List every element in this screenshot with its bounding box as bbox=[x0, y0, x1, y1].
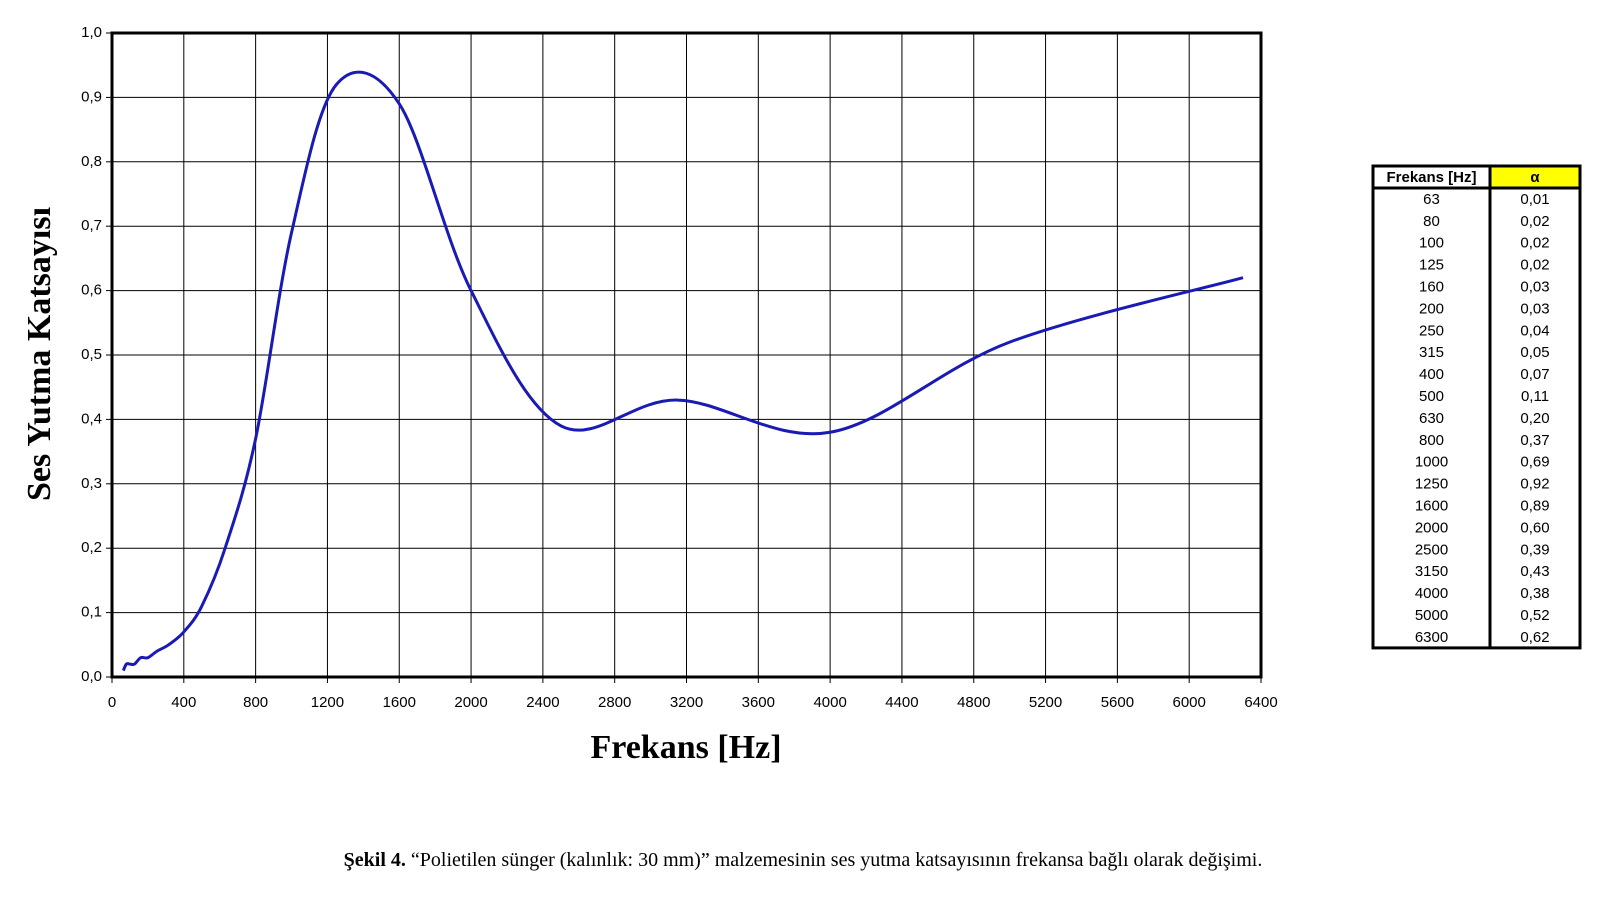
table-cell: 0,11 bbox=[1521, 388, 1549, 405]
x-tick-label: 400 bbox=[171, 694, 196, 711]
table-cell: 6300 bbox=[1415, 629, 1448, 646]
x-tick-label: 800 bbox=[243, 694, 268, 711]
table-cell: 160 bbox=[1419, 279, 1444, 296]
table-cell: 315 bbox=[1419, 344, 1444, 361]
y-tick-label: 1,0 bbox=[81, 24, 102, 41]
table-cell: 400 bbox=[1419, 366, 1444, 383]
table-cell: 500 bbox=[1419, 388, 1444, 405]
table-cell: 1600 bbox=[1415, 498, 1448, 515]
x-tick-label: 2000 bbox=[454, 694, 487, 711]
x-tick-label: 3200 bbox=[670, 694, 703, 711]
table-cell: 0,60 bbox=[1520, 519, 1549, 536]
table-cell: 0,92 bbox=[1520, 476, 1549, 493]
x-tick-label: 4000 bbox=[813, 694, 846, 711]
plot-frame bbox=[110, 31, 1263, 679]
table-cell: 0,69 bbox=[1520, 454, 1549, 471]
table-cell: 800 bbox=[1419, 432, 1444, 449]
y-tick-label: 0,2 bbox=[81, 539, 102, 556]
table-frame bbox=[1371, 164, 1582, 650]
x-axis-title: Frekans [Hz] bbox=[590, 729, 781, 766]
table-cell: 0,39 bbox=[1520, 541, 1549, 558]
table-cell: 0,52 bbox=[1520, 607, 1549, 624]
y-tick-label: 0,7 bbox=[81, 217, 102, 234]
x-tick-label: 5200 bbox=[1029, 694, 1062, 711]
table-cell: 3150 bbox=[1415, 563, 1448, 580]
table-cell: 0,02 bbox=[1520, 257, 1549, 274]
table-cell: 0,01 bbox=[1520, 191, 1549, 208]
caption-text: “Polietilen sünger (kalınlık: 30 mm)” ma… bbox=[411, 849, 1262, 871]
y-tick-label: 0,5 bbox=[81, 346, 102, 363]
table-cell: 0,62 bbox=[1520, 629, 1549, 646]
table-cell: 0,07 bbox=[1520, 366, 1549, 383]
table-header: Frekans [Hz] bbox=[1386, 169, 1476, 186]
y-tick-label: 0,3 bbox=[81, 475, 102, 492]
table-cell: 1250 bbox=[1415, 476, 1448, 493]
x-tick-label: 0 bbox=[108, 694, 116, 711]
table-cell: 4000 bbox=[1415, 585, 1448, 602]
caption-label: Şekil 4. bbox=[344, 849, 406, 871]
table-cell: 1000 bbox=[1415, 454, 1448, 471]
x-tick-label: 5600 bbox=[1101, 694, 1134, 711]
x-tick-label: 6000 bbox=[1173, 694, 1206, 711]
x-tick-label: 1200 bbox=[311, 694, 344, 711]
table-header-highlight bbox=[1490, 166, 1580, 188]
table-cell: 0,03 bbox=[1520, 300, 1549, 317]
table-header: α bbox=[1530, 169, 1540, 186]
y-tick-label: 0,0 bbox=[81, 668, 102, 685]
x-tick-label: 4800 bbox=[957, 694, 990, 711]
table-cell: 125 bbox=[1419, 257, 1444, 274]
data-line bbox=[121, 70, 1244, 672]
table-cell: 0,43 bbox=[1520, 563, 1549, 580]
x-tick-label: 1600 bbox=[383, 694, 416, 711]
table-cell: 100 bbox=[1419, 235, 1444, 252]
table-cell: 0,89 bbox=[1520, 498, 1549, 515]
x-tick-label: 2800 bbox=[598, 694, 631, 711]
y-tick-label: 0,8 bbox=[81, 153, 102, 170]
table-cell: 0,37 bbox=[1520, 432, 1549, 449]
table-cell: 0,02 bbox=[1520, 235, 1549, 252]
table-cell: 0,04 bbox=[1520, 322, 1549, 339]
table-cell: 0,03 bbox=[1520, 279, 1549, 296]
table-cell: 250 bbox=[1419, 322, 1444, 339]
table-cell: 2500 bbox=[1415, 541, 1448, 558]
table-cell: 0,38 bbox=[1520, 585, 1549, 602]
table-cell: 0,05 bbox=[1520, 344, 1549, 361]
table-cell: 0,02 bbox=[1520, 213, 1549, 230]
table-cell: 63 bbox=[1423, 191, 1440, 208]
y-tick-label: 0,4 bbox=[81, 410, 102, 427]
table-cell: 5000 bbox=[1415, 607, 1448, 624]
table-cell: 630 bbox=[1419, 410, 1444, 427]
table-cell: 2000 bbox=[1415, 519, 1448, 536]
y-axis-title: Ses Yutma Katsayısı bbox=[21, 207, 58, 501]
table-cell: 0,20 bbox=[1520, 410, 1549, 427]
x-tick-label: 2400 bbox=[526, 694, 559, 711]
caption: Şekil 4. “Polietilen sünger (kalınlık: 3… bbox=[344, 849, 1263, 871]
table-cell: 80 bbox=[1423, 213, 1440, 230]
x-tick-label: 3600 bbox=[742, 694, 775, 711]
x-tick-label: 6400 bbox=[1244, 694, 1277, 711]
y-tick-label: 0,9 bbox=[81, 88, 102, 105]
y-tick-label: 0,6 bbox=[81, 282, 102, 299]
table-cell: 200 bbox=[1419, 300, 1444, 317]
x-tick-label: 4400 bbox=[885, 694, 918, 711]
y-tick-label: 0,1 bbox=[81, 604, 102, 621]
